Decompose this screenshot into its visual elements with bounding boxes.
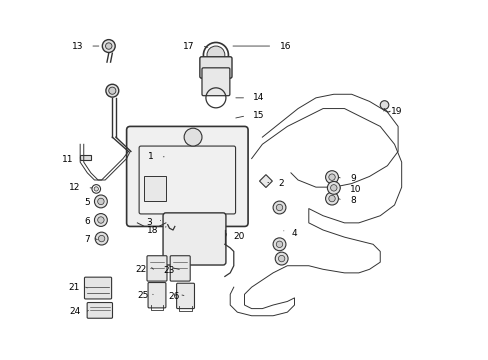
FancyBboxPatch shape <box>170 256 190 281</box>
Text: 24: 24 <box>69 307 80 316</box>
Text: 16: 16 <box>279 41 290 50</box>
Circle shape <box>380 101 388 109</box>
FancyBboxPatch shape <box>84 277 111 299</box>
Circle shape <box>94 187 98 191</box>
Bar <box>144 176 165 202</box>
Circle shape <box>98 235 104 242</box>
Text: 19: 19 <box>390 107 402 116</box>
Text: 20: 20 <box>233 231 244 240</box>
Circle shape <box>272 238 285 251</box>
Text: 2: 2 <box>278 179 284 188</box>
Circle shape <box>328 174 335 180</box>
Circle shape <box>276 241 282 248</box>
FancyBboxPatch shape <box>163 213 225 265</box>
Text: 23: 23 <box>163 266 175 275</box>
Text: 5: 5 <box>84 198 90 207</box>
Text: 3: 3 <box>145 219 151 228</box>
Text: 15: 15 <box>253 111 264 120</box>
Circle shape <box>330 185 336 191</box>
FancyBboxPatch shape <box>200 57 231 78</box>
FancyBboxPatch shape <box>126 126 247 226</box>
Circle shape <box>276 204 282 211</box>
Text: 22: 22 <box>135 265 146 274</box>
Text: 7: 7 <box>84 235 90 244</box>
Circle shape <box>206 46 224 64</box>
Circle shape <box>108 87 116 94</box>
FancyBboxPatch shape <box>147 256 166 281</box>
Circle shape <box>98 217 104 223</box>
Text: 11: 11 <box>62 155 74 164</box>
Circle shape <box>184 128 202 146</box>
Circle shape <box>95 232 108 245</box>
Circle shape <box>94 213 107 226</box>
Circle shape <box>105 43 112 49</box>
Circle shape <box>325 192 338 205</box>
Circle shape <box>272 201 285 214</box>
Text: 17: 17 <box>183 41 194 50</box>
Circle shape <box>278 255 285 262</box>
Circle shape <box>98 198 104 204</box>
Circle shape <box>94 195 107 208</box>
Circle shape <box>102 40 115 53</box>
Text: 25: 25 <box>137 291 148 300</box>
Text: 8: 8 <box>349 196 355 205</box>
Text: 10: 10 <box>349 185 361 194</box>
Text: 14: 14 <box>253 93 264 102</box>
Text: 4: 4 <box>291 229 297 238</box>
FancyBboxPatch shape <box>176 283 194 309</box>
Text: 21: 21 <box>69 283 80 292</box>
FancyBboxPatch shape <box>87 302 112 318</box>
FancyBboxPatch shape <box>148 283 165 308</box>
Text: 1: 1 <box>147 152 153 161</box>
Circle shape <box>275 252 287 265</box>
Circle shape <box>106 84 119 97</box>
Text: 13: 13 <box>71 41 83 50</box>
Text: 12: 12 <box>69 183 80 192</box>
Text: 18: 18 <box>146 225 158 234</box>
FancyBboxPatch shape <box>202 68 229 96</box>
Text: 26: 26 <box>168 292 179 301</box>
Bar <box>80 155 91 160</box>
Text: 6: 6 <box>84 217 90 226</box>
Circle shape <box>326 181 340 194</box>
Polygon shape <box>259 175 272 188</box>
Circle shape <box>328 195 335 202</box>
Circle shape <box>325 171 338 184</box>
Text: 9: 9 <box>349 175 355 184</box>
